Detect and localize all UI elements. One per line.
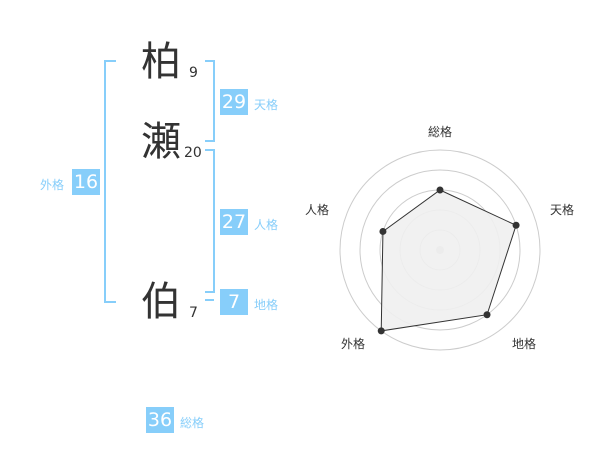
radar-point-2: [512, 221, 520, 229]
radar-label-soukaku: 総格: [428, 125, 453, 139]
gaikaku-bracket: [104, 60, 116, 303]
tenkaku-label: 天格: [254, 98, 279, 112]
radar-point-3: [483, 311, 491, 319]
radar-ring: [339, 149, 541, 351]
stroke-count-2: 20: [184, 145, 202, 161]
radar-point-5: [379, 227, 387, 235]
soukaku-label: 総格: [180, 416, 205, 430]
radar-point-1: [436, 186, 444, 194]
gaikaku-value: 16: [72, 169, 100, 195]
name-char-3: 伯: [141, 279, 181, 325]
stroke-count-3: 7: [189, 305, 198, 321]
radar-polygon: [380, 189, 517, 332]
radar-label-jinkaku: 人格: [305, 203, 330, 217]
jinkaku-value: 27: [220, 209, 248, 235]
radar-label-gaikaku: 外格: [341, 337, 366, 351]
tenkaku-bracket: [205, 60, 215, 142]
stroke-count-1: 9: [189, 65, 198, 81]
gaikaku-label: 外格: [40, 178, 65, 192]
radar-label-chikaku: 地格: [512, 337, 537, 351]
tenkaku-value: 29: [220, 89, 248, 115]
jinkaku-label: 人格: [254, 218, 279, 232]
jinkaku-bracket: [205, 149, 215, 293]
soukaku-value: 36: [146, 407, 174, 433]
chikaku-value: 7: [220, 289, 248, 315]
chikaku-connector: [205, 299, 214, 301]
chikaku-label: 地格: [254, 298, 279, 312]
name-char-2: 瀬: [141, 119, 181, 165]
radar-point-4: [377, 327, 385, 335]
name-char-1: 柏: [141, 39, 181, 85]
radar-label-tenkaku: 天格: [550, 203, 575, 217]
radar-ring: [359, 169, 521, 331]
